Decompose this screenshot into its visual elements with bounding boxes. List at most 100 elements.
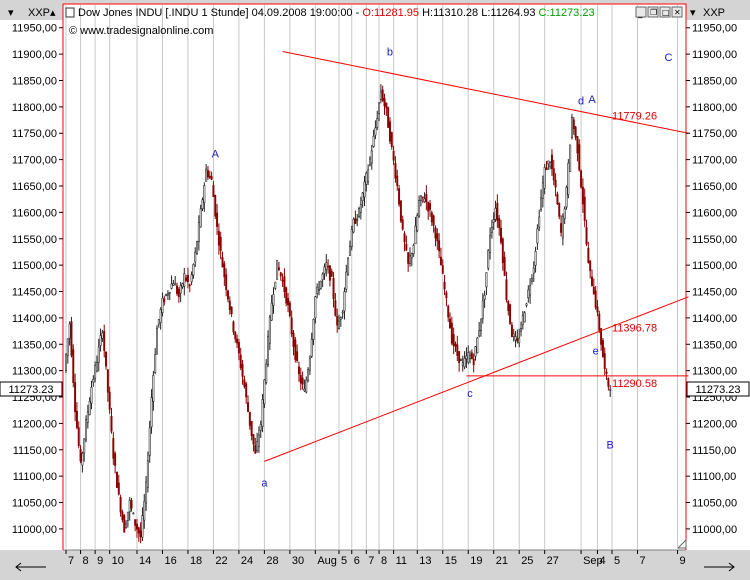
maximize-button[interactable] — [659, 6, 671, 18]
candle-body — [543, 166, 546, 189]
candle — [527, 285, 530, 303]
candle-body — [276, 260, 279, 280]
candle-body — [350, 228, 353, 247]
candle — [170, 275, 173, 290]
candle-body — [421, 196, 424, 199]
candle-body — [547, 160, 550, 165]
resize-grip-icon[interactable] — [677, 538, 687, 549]
candle — [254, 437, 257, 454]
candle-body — [503, 256, 506, 276]
chart-menu-icon[interactable] — [65, 7, 75, 18]
candle-body — [206, 170, 209, 178]
candle — [510, 322, 513, 338]
candle-body — [523, 312, 526, 323]
candle-body — [569, 144, 572, 172]
candle-body — [277, 267, 280, 271]
y-tick-label-right: 11500,00 — [692, 260, 737, 272]
candle — [239, 347, 242, 371]
chevron-down-icon[interactable]: ▾ — [690, 7, 696, 19]
candle-body — [470, 352, 473, 359]
candle — [348, 240, 351, 256]
candle-body — [119, 497, 122, 513]
candle-body — [591, 276, 593, 287]
candle-body — [217, 231, 220, 246]
candle — [325, 254, 328, 277]
wave-label: c — [467, 388, 473, 400]
candle-body — [423, 198, 426, 203]
candle-body — [75, 410, 78, 428]
close-button[interactable] — [671, 6, 683, 18]
candle-body — [459, 359, 462, 362]
candle — [487, 249, 490, 271]
y-tick-label-left: 11950,00 — [12, 23, 57, 35]
scroll-right-button[interactable] — [702, 556, 740, 574]
candle — [143, 493, 146, 529]
candle — [556, 191, 559, 205]
candle-body — [179, 285, 182, 294]
chevron-up-icon[interactable]: ▴ — [50, 7, 56, 19]
candle — [430, 210, 433, 227]
candle — [429, 199, 431, 217]
candle-body — [65, 353, 67, 372]
candle — [352, 217, 355, 234]
candle — [79, 445, 82, 464]
candle — [541, 175, 544, 208]
candle — [181, 282, 184, 289]
candle-body — [145, 481, 148, 504]
candle-body — [174, 283, 177, 286]
candle-body — [556, 193, 559, 205]
candle-body — [578, 144, 581, 171]
chevron-down-icon[interactable]: ▾ — [8, 7, 14, 19]
candle — [121, 509, 124, 523]
candle-body — [554, 179, 557, 188]
corner-label-left[interactable]: XXP — [28, 7, 50, 19]
candle-body — [139, 530, 142, 538]
candle-body — [165, 294, 168, 296]
candle — [270, 295, 273, 322]
candle-body — [399, 200, 402, 222]
candle — [237, 338, 240, 361]
candle-body — [197, 222, 200, 242]
candle-body — [490, 226, 493, 233]
y-tick-label-right: 11550,00 — [692, 234, 737, 246]
minimize-button[interactable] — [635, 6, 647, 18]
candle-body — [345, 271, 348, 290]
candle — [212, 181, 215, 197]
candle-body — [146, 460, 149, 488]
candle — [72, 344, 75, 388]
candle-body — [259, 423, 262, 431]
candle — [425, 185, 428, 211]
x-tick-label: 14 — [139, 555, 151, 567]
candle — [106, 368, 109, 402]
x-tick-label: 27 — [547, 555, 559, 567]
candle-body — [412, 245, 415, 254]
candle — [370, 144, 373, 170]
candle — [172, 279, 175, 286]
candle — [388, 117, 391, 145]
restore-button[interactable] — [647, 6, 659, 18]
x-ticks: 7 8 9 10 14 16 18 22 24 28 30 Aug 5 6 7 8 11 13 15 19 21 25 27… — [65, 550, 686, 567]
candle — [443, 274, 446, 296]
scroll-left-button[interactable] — [10, 556, 48, 574]
candle — [367, 164, 370, 185]
candle — [409, 247, 411, 267]
candle — [174, 275, 177, 286]
candle — [97, 338, 100, 372]
candle — [476, 337, 479, 354]
candle — [538, 209, 541, 232]
y-tick-label-right: 11700,00 — [692, 155, 737, 167]
candle-body — [580, 170, 583, 188]
candle-body — [299, 375, 302, 384]
candle-body — [228, 300, 231, 310]
x-tick-label: 7 — [368, 555, 374, 567]
candle — [236, 334, 239, 348]
candle — [478, 321, 481, 338]
corner-label-right[interactable]: XXP — [703, 7, 725, 19]
candle-body — [294, 339, 297, 360]
candle — [277, 261, 280, 271]
y-tick-label-right: 11300,00 — [692, 366, 737, 378]
candle-body — [281, 279, 284, 282]
candle — [161, 292, 164, 317]
candle — [166, 290, 169, 301]
candle-body — [472, 358, 475, 366]
